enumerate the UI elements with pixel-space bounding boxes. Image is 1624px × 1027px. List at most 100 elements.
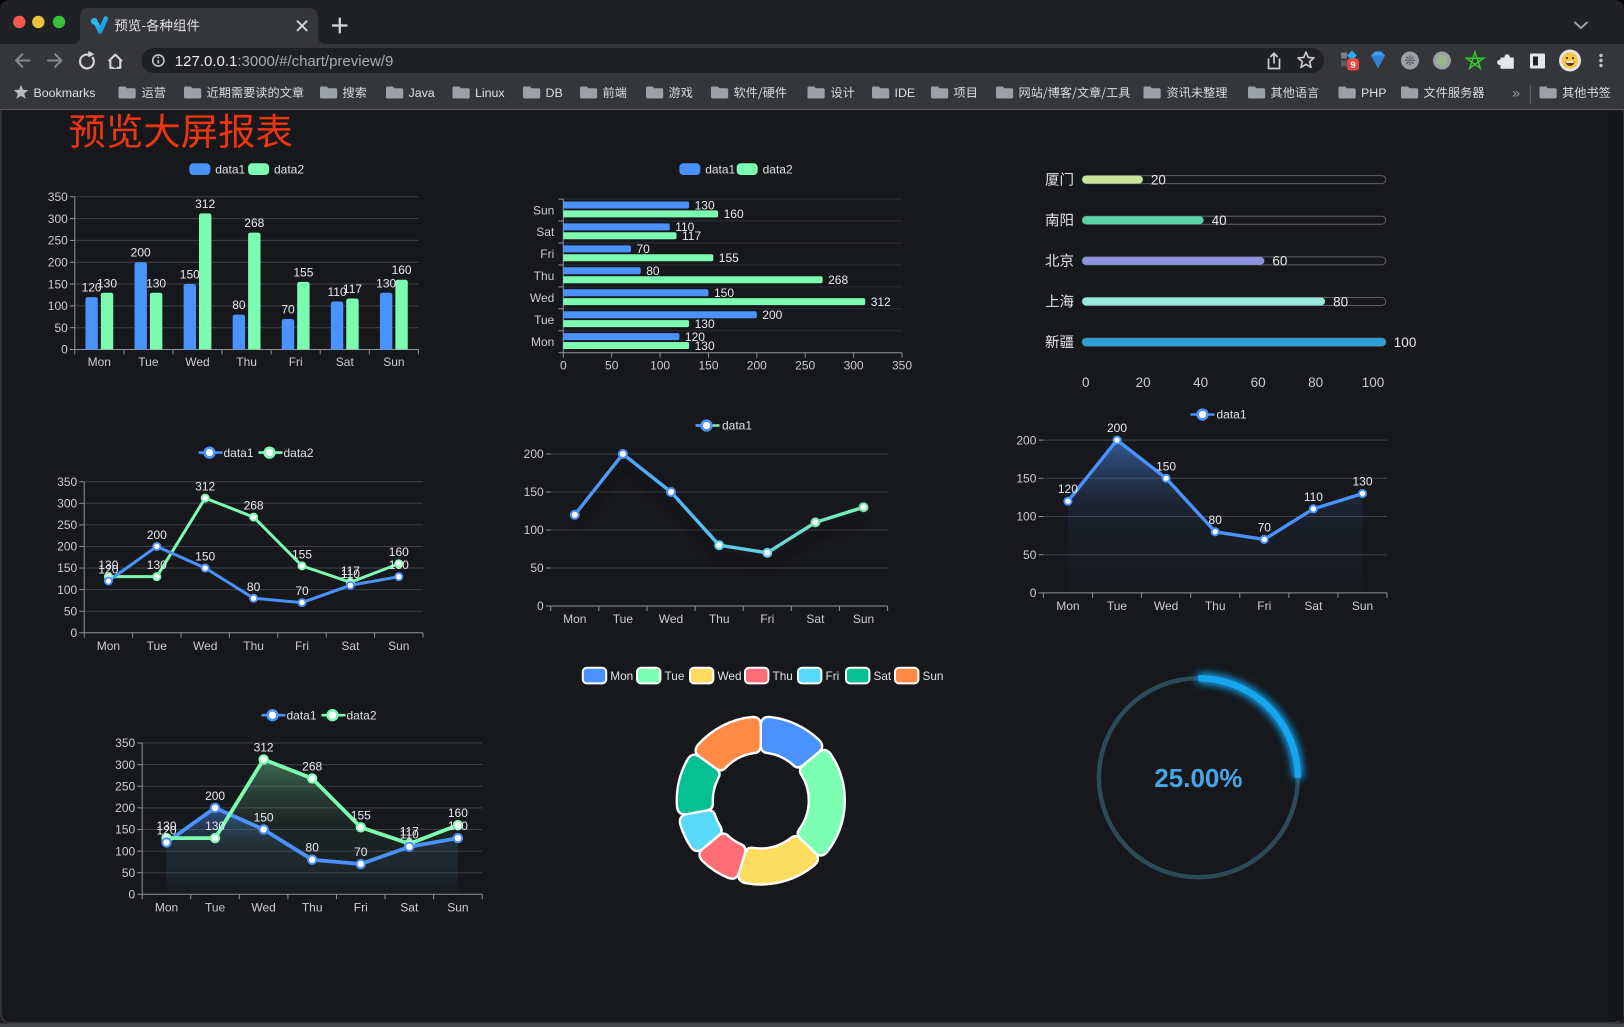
svg-text:PHP: PHP	[1361, 86, 1386, 100]
svg-text:data1: data1	[224, 446, 254, 460]
svg-text:200: 200	[115, 801, 135, 815]
svg-text:Tue: Tue	[147, 639, 168, 653]
svg-text:200: 200	[57, 540, 77, 554]
svg-text:150: 150	[524, 485, 544, 499]
svg-text:150: 150	[115, 823, 135, 837]
svg-text:Sun: Sun	[533, 203, 554, 217]
svg-text:Tue: Tue	[665, 669, 685, 683]
svg-text:127.0.0.1:3000/#/chart/preview: 127.0.0.1:3000/#/chart/preview/9	[175, 53, 393, 70]
svg-text:80: 80	[646, 264, 660, 278]
svg-text:100: 100	[57, 583, 77, 597]
svg-text:data1: data1	[287, 708, 317, 722]
svg-text:130: 130	[695, 339, 715, 353]
svg-text:70: 70	[1258, 520, 1272, 534]
svg-text:Fri: Fri	[1257, 599, 1271, 613]
svg-text:130: 130	[389, 558, 409, 572]
svg-text:40: 40	[1193, 375, 1208, 390]
svg-text:130: 130	[98, 558, 118, 572]
svg-text:120: 120	[82, 281, 102, 295]
svg-text:Sat: Sat	[874, 669, 892, 683]
svg-text:130: 130	[376, 276, 396, 290]
svg-text:Sun: Sun	[388, 639, 409, 653]
svg-text:Sat: Sat	[806, 612, 825, 626]
svg-text:Mon: Mon	[88, 355, 111, 369]
svg-text:110: 110	[328, 285, 347, 299]
svg-text:0: 0	[1082, 375, 1090, 390]
svg-text:117: 117	[341, 564, 360, 578]
svg-text:60: 60	[1272, 254, 1287, 269]
svg-text:110: 110	[400, 828, 419, 842]
svg-text:268: 268	[244, 216, 264, 230]
svg-text:Sat: Sat	[1304, 599, 1323, 613]
svg-text:data1: data1	[722, 419, 752, 433]
svg-text:117: 117	[682, 229, 701, 243]
svg-text:100: 100	[650, 359, 670, 373]
svg-text:25.00%: 25.00%	[1154, 763, 1242, 793]
svg-text:50: 50	[64, 604, 78, 618]
svg-text:Wed: Wed	[193, 639, 217, 653]
svg-text:Mon: Mon	[531, 335, 554, 349]
svg-text:250: 250	[57, 518, 77, 532]
svg-text:150: 150	[254, 811, 274, 825]
svg-text:70: 70	[354, 845, 368, 859]
svg-text:350: 350	[892, 359, 912, 373]
svg-text:Wed: Wed	[530, 291, 554, 305]
svg-text:160: 160	[724, 207, 744, 221]
svg-text:130: 130	[156, 819, 176, 833]
svg-text:200: 200	[1016, 433, 1036, 447]
svg-text:0: 0	[1030, 586, 1037, 600]
svg-text:Wed: Wed	[251, 900, 275, 914]
svg-text:100: 100	[48, 299, 68, 313]
svg-text:150: 150	[195, 550, 215, 564]
svg-text:200: 200	[524, 447, 544, 461]
svg-text:312: 312	[254, 740, 274, 754]
svg-text:350: 350	[48, 190, 68, 204]
svg-text:130: 130	[695, 317, 715, 331]
svg-text:80: 80	[1333, 294, 1348, 309]
svg-text:120: 120	[156, 823, 176, 837]
svg-text:Mon: Mon	[97, 639, 120, 653]
svg-text:Sun: Sun	[383, 355, 404, 369]
svg-text:50: 50	[122, 866, 136, 880]
svg-text:❊: ❊	[1405, 53, 1416, 68]
svg-text:Tue: Tue	[138, 355, 159, 369]
svg-text:150: 150	[698, 359, 718, 373]
svg-text:110: 110	[1304, 490, 1323, 504]
svg-text:Mon: Mon	[155, 900, 178, 914]
svg-text:350: 350	[57, 475, 77, 489]
svg-text:9: 9	[1350, 60, 1355, 71]
svg-text:0: 0	[560, 359, 567, 373]
svg-text:300: 300	[844, 359, 864, 373]
svg-text:160: 160	[448, 806, 468, 820]
svg-text:150: 150	[1156, 459, 1176, 473]
svg-text:117: 117	[343, 282, 362, 296]
svg-text:data2: data2	[274, 162, 304, 176]
svg-text:250: 250	[795, 359, 815, 373]
svg-text:200: 200	[1107, 421, 1127, 435]
svg-text:Sat: Sat	[536, 225, 555, 239]
svg-text:155: 155	[293, 265, 313, 279]
svg-text:data1: data1	[215, 162, 245, 176]
svg-text:Thu: Thu	[709, 612, 730, 626]
svg-text:130: 130	[97, 276, 117, 290]
svg-text:Tue: Tue	[534, 313, 555, 327]
svg-text:200: 200	[205, 789, 225, 803]
svg-text:300: 300	[115, 758, 135, 772]
svg-text:Fri: Fri	[295, 639, 309, 653]
svg-text:Thu: Thu	[243, 639, 264, 653]
svg-text:Mon: Mon	[1056, 599, 1079, 613]
svg-text:Thu: Thu	[1205, 599, 1226, 613]
svg-text:110: 110	[341, 567, 360, 581]
svg-text:100: 100	[524, 523, 544, 537]
svg-text:Wed: Wed	[659, 612, 683, 626]
svg-text:120: 120	[1058, 482, 1078, 496]
svg-text:50: 50	[1023, 548, 1037, 562]
svg-text:130: 130	[1352, 475, 1372, 489]
svg-text:Thu: Thu	[236, 355, 257, 369]
svg-text:80: 80	[247, 580, 261, 594]
svg-text:IDE: IDE	[895, 86, 916, 100]
svg-text:200: 200	[747, 359, 767, 373]
svg-text:Wed: Wed	[185, 355, 209, 369]
svg-text:Thu: Thu	[302, 900, 323, 914]
svg-text:Fri: Fri	[540, 247, 554, 261]
